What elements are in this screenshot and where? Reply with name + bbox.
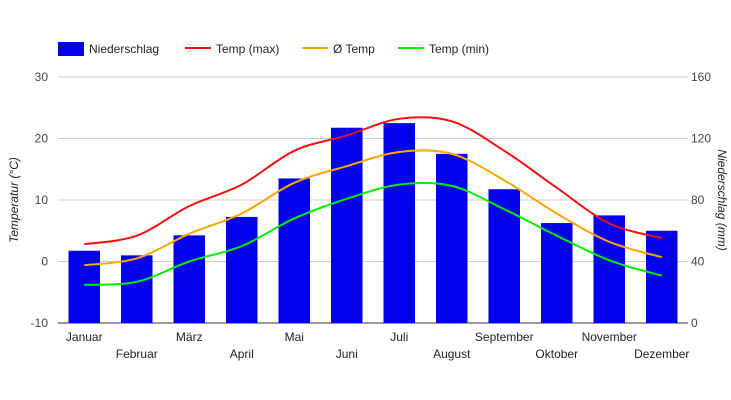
left-tick-label: 0 (41, 255, 48, 269)
right-tick-label: 120 (691, 132, 711, 146)
bar-niederschlag (436, 153, 468, 323)
x-tick-label: August (433, 347, 471, 361)
left-tick-label: 10 (35, 193, 49, 207)
bar-niederschlag (121, 255, 153, 323)
bar-niederschlag (488, 189, 520, 323)
legend-swatch-bar (58, 42, 84, 56)
x-tick-label: September (475, 330, 534, 344)
right-tick-label: 160 (691, 70, 711, 84)
x-tick-label: Januar (66, 330, 103, 344)
x-axis-ticks: Januar Februar März April Mai Juni Juli August S… (66, 330, 690, 361)
bar-niederschlag (593, 215, 625, 323)
right-tick-label: 0 (691, 316, 698, 330)
temp-avg-line (84, 149, 663, 267)
bar-niederschlag (278, 178, 310, 323)
x-tick-label: Mai (285, 330, 304, 344)
left-tick-label: 30 (35, 70, 49, 84)
left-axis-ticks: -10 0 10 20 30 (31, 70, 49, 330)
y-axis-right-label: Niederschlag (mm) (715, 149, 729, 250)
x-tick-label: Dezember (634, 347, 689, 361)
temp-max-line (84, 116, 663, 246)
left-tick-label: 20 (35, 132, 49, 146)
x-tick-label: Juni (336, 347, 358, 361)
bar-niederschlag (331, 127, 363, 323)
y-axis-left-label: Temperatur (°C) (7, 157, 21, 243)
gridlines (58, 76, 688, 324)
x-tick-label: April (230, 347, 254, 361)
precipitation-bars (68, 123, 678, 323)
legend-label: Temp (min) (429, 42, 489, 56)
temp-min-line (84, 181, 663, 286)
legend: Niederschlag Temp (max) Ø Temp Temp (min) (58, 42, 489, 56)
legend-label: Temp (max) (216, 42, 279, 56)
right-axis-ticks: 0 40 80 120 160 (691, 70, 711, 330)
bar-niederschlag (646, 230, 678, 323)
temperature-lines (84, 116, 663, 286)
bar-niederschlag (68, 250, 100, 323)
legend-label: Ø Temp (333, 42, 375, 56)
x-tick-label: November (582, 330, 637, 344)
bar-niederschlag (541, 223, 573, 323)
left-tick-label: -10 (31, 316, 49, 330)
legend-label: Niederschlag (89, 42, 159, 56)
bar-niederschlag (226, 216, 258, 323)
bar-niederschlag (383, 123, 415, 323)
bar-niederschlag (173, 235, 205, 323)
x-tick-label: März (176, 330, 203, 344)
right-tick-label: 40 (691, 255, 705, 269)
x-tick-label: Oktober (535, 347, 578, 361)
x-tick-label: Februar (116, 347, 158, 361)
x-tick-label: Juli (390, 330, 408, 344)
right-tick-label: 80 (691, 193, 705, 207)
